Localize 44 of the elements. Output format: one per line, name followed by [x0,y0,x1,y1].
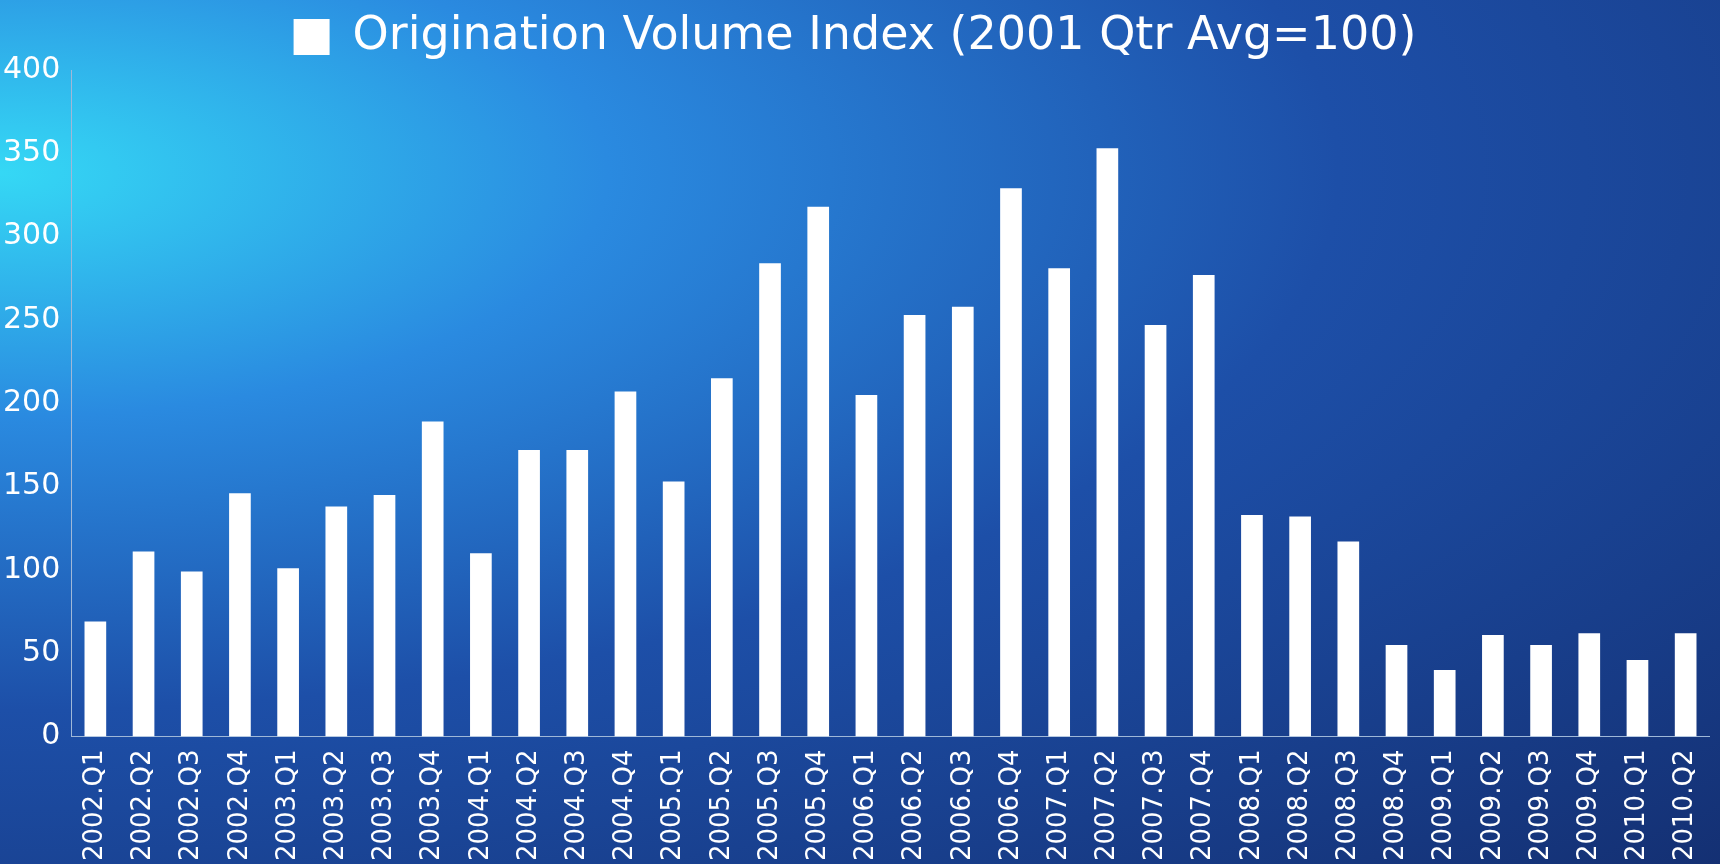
x-tick-label: 2005.Q4 [800,749,831,862]
y-tick-label: 50 [22,633,61,669]
x-tick-label: 2010.Q2 [1668,749,1699,862]
x-tick-label: 2008.Q4 [1379,749,1410,862]
x-tick-label: 2004.Q2 [511,749,542,862]
x-tick-label: 2007.Q3 [1138,749,1169,862]
x-tick-label: 2005.Q2 [704,749,735,862]
y-tick-label: 150 [3,466,61,502]
x-tick-label: 2002.Q2 [126,749,157,862]
y-tick-label: 200 [3,383,61,419]
x-tick-label: 2002.Q3 [174,749,205,862]
x-tick-label: 2007.Q1 [1041,749,1072,862]
y-tick-label: 100 [3,549,61,585]
y-tick-label: 300 [3,216,61,252]
x-tick-label: 2003.Q1 [270,749,301,862]
x-tick-label: 2006.Q3 [945,749,976,862]
x-tick-label: 2007.Q2 [1090,749,1121,862]
legend-label: Origination Volume Index (2001 Qtr Avg=100) [352,5,1417,60]
x-tick-label: 2002.Q1 [78,749,109,862]
x-tick-label: 2005.Q1 [656,749,687,862]
x-tick-label: 2006.Q2 [897,749,928,862]
x-tick-label: 2005.Q3 [752,749,783,862]
x-tick-label: 2009.Q2 [1475,749,1506,862]
x-tick-label: 2009.Q4 [1572,749,1603,862]
x-tick-label: 2006.Q1 [849,749,880,862]
x-tick-label: 2009.Q3 [1523,749,1554,862]
y-tick-label: 350 [3,133,61,169]
x-tick-label: 2004.Q3 [560,749,591,862]
y-tick-label: 0 [41,716,61,752]
x-tick-label: 2003.Q3 [367,749,398,862]
x-tick-label: 2004.Q1 [463,749,494,862]
x-tick-label: 2007.Q4 [1186,749,1217,862]
y-tick-label: 400 [3,49,61,85]
x-tick-label: 2010.Q1 [1620,749,1651,862]
x-tick-label: 2003.Q2 [319,749,350,862]
x-tick-label: 2009.Q1 [1427,749,1458,862]
x-tick-label: 2008.Q3 [1331,749,1362,862]
x-tick-label: 2006.Q4 [993,749,1024,862]
x-tick-label: 2008.Q2 [1282,749,1313,862]
x-tick-label: 2003.Q4 [415,749,446,862]
x-tick-label: 2004.Q4 [608,749,639,862]
x-tick-label: 2008.Q1 [1234,749,1265,862]
y-tick-label: 250 [3,299,61,335]
x-tick-label: 2002.Q4 [222,749,253,862]
